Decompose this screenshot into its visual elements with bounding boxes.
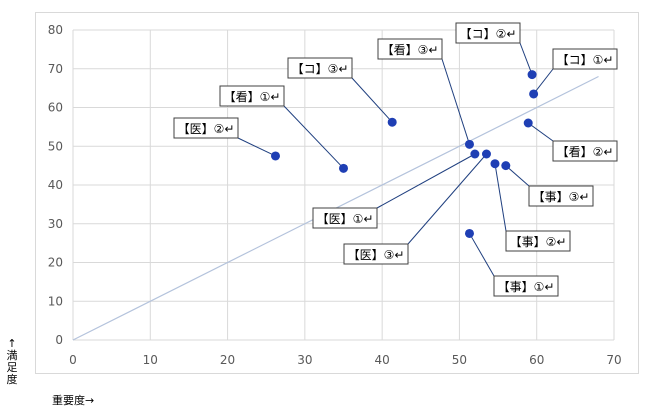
callout-leader-line [351, 77, 393, 123]
x-tick-label: 70 [606, 353, 621, 367]
x-tick-label: 10 [143, 353, 158, 367]
y-tick-label: 0 [55, 333, 63, 347]
callout-leader-line [505, 165, 530, 187]
data-label: 【医】②↵ [178, 122, 235, 136]
callout-box [173, 117, 239, 139]
callout-leader-line [494, 163, 507, 232]
data-point [527, 70, 537, 80]
data-label: 【コ】③↵ [292, 62, 349, 76]
data-label: 【看】③↵ [382, 43, 439, 57]
x-tick-label: 20 [220, 353, 235, 367]
data-point [523, 118, 533, 128]
y-tick-label: 50 [48, 139, 63, 153]
x-axis-label: 重要度→ [52, 394, 95, 407]
callout-leader-line [527, 122, 554, 142]
x-tick-label: 0 [69, 353, 77, 367]
y-tick-label: 10 [48, 294, 63, 308]
data-point [464, 228, 474, 238]
x-tick-label: 60 [529, 353, 544, 367]
callout-leader-line [283, 105, 344, 169]
callout-box [287, 57, 353, 79]
y-tick-label: 60 [48, 101, 63, 115]
data-label: 【事】②↵ [510, 235, 567, 249]
callout-leader-line [376, 153, 476, 209]
callout-box [505, 230, 571, 252]
x-tick-label: 40 [375, 353, 390, 367]
data-point [501, 161, 511, 171]
data-label: 【コ】②↵ [460, 27, 517, 41]
x-tick-label: 50 [452, 353, 467, 367]
data-label: 【医】③↵ [348, 248, 405, 262]
data-point [529, 89, 539, 99]
callout-box [455, 22, 521, 44]
callout-leader-line [407, 153, 487, 245]
callout-leader-line [519, 42, 533, 75]
callout-box [552, 140, 618, 162]
callout-box [552, 48, 618, 70]
y-tick-label: 40 [48, 178, 63, 192]
y-tick-label: 20 [48, 256, 63, 270]
callout-box [343, 243, 409, 265]
data-label: 【事】①↵ [498, 280, 555, 294]
callout-box [528, 185, 594, 207]
y-tick-label: 30 [48, 217, 63, 231]
data-label: 【看】①↵ [224, 90, 281, 104]
data-point [470, 149, 480, 159]
data-label: 【医】①↵ [317, 212, 374, 226]
callout-leader-line [469, 233, 495, 277]
callout-leader-line [237, 137, 276, 157]
y-tick-label: 70 [48, 62, 63, 76]
callout-box [219, 85, 285, 107]
chart-frame [35, 12, 639, 374]
callout-box [493, 275, 559, 297]
data-label: 【コ】①↵ [557, 53, 614, 67]
data-point [490, 159, 500, 169]
data-point [464, 139, 474, 149]
data-point [387, 117, 397, 127]
y-axis-label: ↑満足度 [6, 337, 18, 386]
data-label: 【事】③↵ [533, 190, 590, 204]
callout-box [377, 38, 443, 60]
callout-box [312, 207, 378, 229]
callout-leader-line [441, 58, 470, 145]
callout-leader-line [533, 68, 554, 95]
y-tick-label: 80 [48, 23, 63, 37]
data-point [481, 149, 491, 159]
x-tick-label: 30 [297, 353, 312, 367]
data-point [339, 163, 348, 173]
data-label: 【看】②↵ [557, 145, 614, 159]
data-point [270, 151, 280, 161]
